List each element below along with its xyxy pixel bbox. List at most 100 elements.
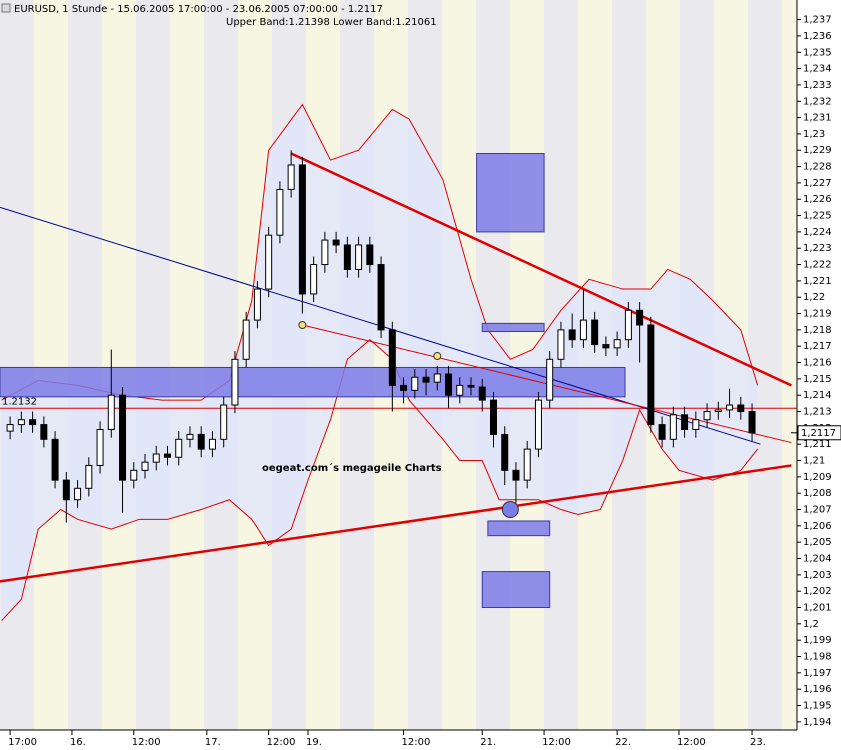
x-tick-label: 12:00 [677,737,706,748]
box [481,571,551,609]
candle-body [489,399,497,435]
stripe [68,0,102,730]
band-fill [1,104,758,621]
y-tick-label: 1,213 [803,407,832,418]
y-tick-label: 1,222 [803,260,832,271]
y-tick-label: 1,205 [803,537,832,548]
candle-body [298,164,306,295]
candle-body [152,453,160,463]
candle-body [355,244,363,270]
candle-body [591,319,599,346]
y-tick-label: 1,207 [803,505,832,516]
stripe [748,0,782,730]
y-tick-label: 1,237 [803,15,832,26]
candle-body [29,419,37,426]
axis-panel [0,730,841,750]
y-tick-label: 1,227 [803,178,832,189]
candle-body [130,469,138,481]
candle-body [579,319,587,341]
y-tick-label: 1,225 [803,211,832,222]
candle-body [175,438,183,458]
y-tick-label: 1,224 [803,227,832,238]
y-tick-label: 1,221 [803,276,832,287]
candle-body [197,433,205,450]
candle-body [726,404,734,411]
candle-body [557,329,565,360]
level-label: 1.2132 [2,396,37,407]
last-price-label: 1,2117 [801,428,836,439]
y-tick-label: 1,229 [803,145,832,156]
candle-body [501,433,509,471]
y-tick-label: 1,21 [803,456,825,467]
candle-body [74,487,82,501]
stripe [136,0,170,730]
watermark: oegeat.com´s megageile Charts [262,462,442,474]
marker [501,501,519,519]
y-tick-label: 1,228 [803,162,832,173]
candle-body [332,239,340,246]
stripe [102,0,136,730]
y-tick-label: 1,198 [803,652,832,663]
y-tick-label: 1,196 [803,684,832,695]
candle-body [512,469,520,481]
stripe [170,0,204,730]
candle-body [220,404,228,440]
x-tick-label: 12:00 [267,737,296,748]
candle-body [681,414,689,431]
candle-body [17,419,25,426]
candle-body [456,384,464,396]
candle-body [478,386,486,401]
y-tick-label: 1,218 [803,325,832,336]
x-tick-label: 22. [615,737,631,748]
axis-panel [797,0,841,750]
box [0,366,626,398]
candle-body [107,394,115,431]
candle-body [388,329,396,386]
y-tick-label: 1,197 [803,668,832,679]
y-tick-label: 1,206 [803,521,832,532]
x-tick-label: 21. [480,737,496,748]
candle-body [253,288,261,321]
y-tick-label: 1,203 [803,570,832,581]
candle-body [411,376,419,391]
candle-body [96,429,104,466]
y-tick-label: 1,236 [803,31,832,42]
candle-body [51,438,59,481]
background [0,0,797,730]
candle-body [62,479,70,501]
y-tick-label: 1,217 [803,341,832,352]
y-tick-label: 1,2 [803,619,819,630]
box [487,520,551,537]
candle-body [467,384,475,388]
y-tick-label: 1,223 [803,243,832,254]
x-tick-label: 17:00 [8,737,37,748]
candle-body [242,319,250,360]
y-tick-label: 1,233 [803,80,832,91]
box [481,322,545,333]
candle-body [445,373,453,396]
candle-body [703,411,711,421]
candle-body [276,188,284,236]
candle-body [546,358,554,401]
candle-body [141,461,149,471]
candle-body [287,164,295,190]
y-tick-label: 1,202 [803,586,832,597]
y-tick-label: 1,22 [803,292,825,303]
candle-body [624,309,632,341]
y-tick-label: 1,214 [803,390,832,401]
candle-body [400,384,408,391]
y-tick-label: 1,216 [803,358,832,369]
chart-title: EURUSD, 1 Stunde - 15.06.2005 17:00:00 -… [14,4,383,15]
x-tick-label: 16. [70,737,86,748]
trend-line [0,464,792,583]
candle-body [523,448,531,481]
y-tick-label: 1,208 [803,488,832,499]
candle-body [602,344,610,349]
y-tick-label: 1,235 [803,47,832,58]
y-tick-label: 1,232 [803,96,832,107]
candle-body [658,424,666,440]
y-tick-label: 1,195 [803,701,832,712]
x-tick-label: 19. [306,737,322,748]
candle-body [40,424,48,440]
